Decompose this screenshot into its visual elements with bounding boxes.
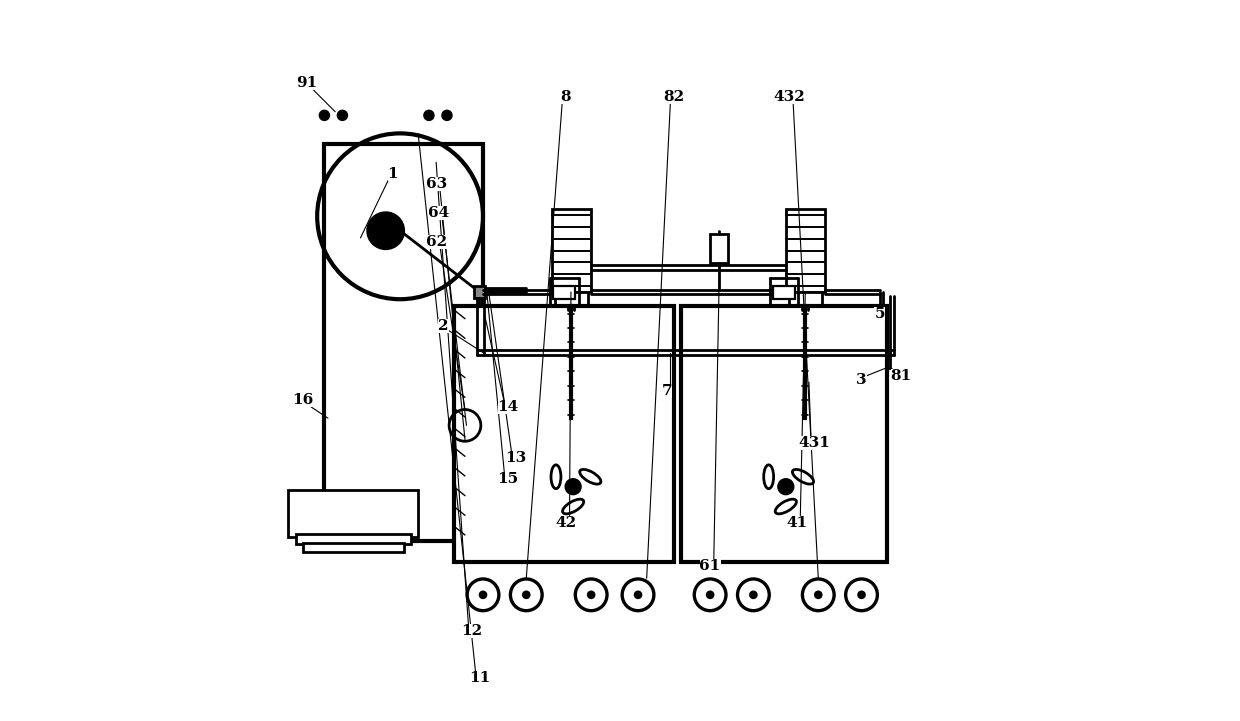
Text: 13: 13 [505, 451, 526, 465]
Circle shape [564, 478, 582, 495]
Circle shape [777, 478, 795, 495]
Text: 81: 81 [890, 369, 911, 384]
Text: 61: 61 [699, 559, 720, 573]
Text: 62: 62 [425, 234, 446, 249]
Circle shape [424, 110, 434, 120]
Circle shape [706, 590, 714, 599]
Bar [711, 234, 728, 263]
Bar [875, 353, 890, 368]
Text: 11: 11 [469, 671, 490, 685]
Circle shape [337, 110, 347, 120]
Text: 42: 42 [556, 516, 577, 530]
Bar [553, 286, 575, 299]
Circle shape [367, 213, 404, 249]
Text: 431: 431 [799, 436, 831, 451]
Circle shape [587, 590, 595, 599]
Circle shape [522, 590, 531, 599]
Text: 432: 432 [774, 90, 805, 105]
Text: 91: 91 [296, 76, 317, 90]
Text: 15: 15 [497, 472, 518, 487]
Text: 5: 5 [874, 306, 885, 321]
Text: 16: 16 [293, 393, 314, 407]
Bar [474, 286, 485, 298]
Text: 3: 3 [857, 373, 867, 387]
Circle shape [813, 590, 822, 599]
Text: 82: 82 [663, 90, 684, 105]
Circle shape [320, 110, 330, 120]
Bar [289, 490, 418, 537]
Bar [681, 306, 887, 562]
Text: 12: 12 [461, 624, 482, 638]
Bar [325, 144, 484, 541]
Circle shape [634, 590, 642, 599]
Text: 63: 63 [425, 177, 446, 191]
Text: 14: 14 [497, 400, 518, 415]
Text: 2: 2 [438, 319, 449, 333]
Bar [454, 306, 675, 562]
Bar [774, 286, 795, 299]
Bar [552, 209, 591, 292]
Circle shape [479, 590, 487, 599]
Bar [790, 292, 822, 310]
Circle shape [441, 110, 453, 120]
Text: 41: 41 [786, 516, 807, 530]
Text: 64: 64 [428, 205, 449, 220]
Circle shape [749, 590, 758, 599]
Bar [786, 209, 826, 292]
Circle shape [857, 590, 866, 599]
Bar [556, 292, 588, 310]
Text: 7: 7 [662, 384, 672, 398]
Text: 1: 1 [388, 167, 398, 182]
Bar [303, 543, 404, 552]
Bar [295, 534, 410, 544]
Text: 8: 8 [560, 90, 572, 105]
